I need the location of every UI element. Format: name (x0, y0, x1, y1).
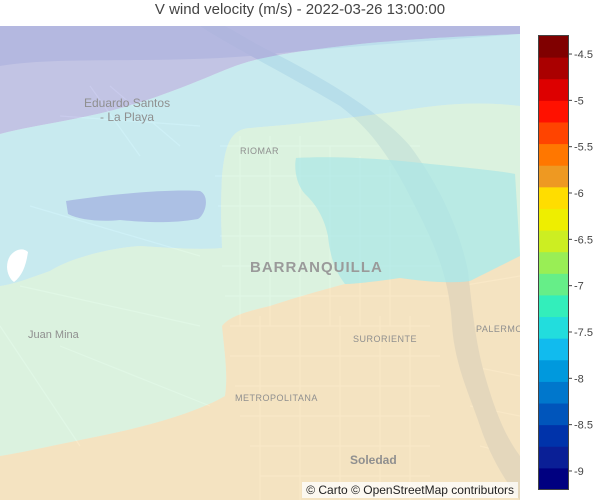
map-area[interactable]: Eduardo Santos - La Playa RIOMAR BARRANQ… (0, 26, 520, 500)
colorbar-block (538, 381, 569, 404)
contour-band-minus-8-island (66, 190, 206, 223)
colorbar-tick-label: -8.5 (574, 420, 593, 432)
no-data-patch (7, 249, 29, 282)
colorbar-tick-label: -6 (574, 188, 584, 200)
colorbar-block (538, 100, 569, 123)
colorbar-ticks: -4.5 -5 -5.5 -6 -6.5 -7 -7.5 -8 -8.5 -9 (568, 49, 593, 478)
colorbar-tick-label: -5.5 (574, 142, 593, 154)
colorbar-block (538, 251, 569, 274)
place-label-palermo: PALERMO (476, 324, 520, 334)
colorbar-block (538, 230, 569, 253)
place-label-barranquilla: BARRANQUILLA (250, 259, 383, 276)
colorbar-block (538, 78, 569, 101)
place-label-metropolitana: METROPOLITANA (235, 393, 318, 403)
colorbar-block (538, 143, 569, 166)
colorbar-block (538, 294, 569, 318)
colorbar-block (538, 467, 569, 490)
colorbar-block (538, 57, 569, 80)
carto-link[interactable]: © Carto (306, 483, 348, 497)
map-canvas[interactable] (0, 26, 520, 500)
osm-link[interactable]: OpenStreetMap (363, 483, 448, 497)
colorbar-block (538, 121, 569, 145)
map-attribution: © Carto © OpenStreetMap contributors (302, 482, 518, 498)
place-label-riomar: RIOMAR (240, 146, 279, 156)
colorbar-block (538, 165, 569, 188)
colorbar-tick-label: -5 (574, 95, 584, 107)
colorbar-tick-label: -7.5 (574, 327, 593, 339)
colorbar-block (538, 273, 569, 296)
colorbar-block (538, 424, 569, 447)
colorbar-tick-label: -4.5 (574, 49, 593, 61)
colorbar-block (538, 186, 569, 209)
contour-band-minus-7-5-east-overlay (295, 157, 520, 284)
contour-band-minus-7 (0, 103, 520, 457)
place-label-suroriente: SURORIENTE (353, 334, 418, 344)
colorbar-blocks (538, 35, 569, 490)
colorbar-block (538, 208, 569, 231)
colorbar-block (538, 446, 569, 469)
place-label-soledad: Soledad (350, 453, 397, 467)
map-title: V wind velocity (m/s) - 2022-03-26 13:00… (154, 1, 446, 18)
place-label-juan-mina: Juan Mina (28, 329, 79, 341)
place-label-eduardo-santos: Eduardo Santos - La Playa (84, 96, 171, 124)
contour-band-minus-6 (0, 256, 520, 500)
colorbar-block (538, 35, 569, 58)
colorbar: -4.5 -5 -5.5 -6 -6.5 -7 -7.5 -8 -8.5 -9 (538, 35, 593, 490)
colorbar-block (538, 403, 569, 426)
colorbar-block (538, 359, 569, 382)
colorbar-tick-label: -7 (574, 281, 584, 293)
colorbar-frame (538, 35, 569, 490)
colorbar-tick-label: -8 (574, 373, 584, 385)
contour-band-minus-8-north (0, 26, 520, 134)
colorbar-tick-label: -9 (574, 466, 584, 478)
colorbar-block (538, 316, 569, 339)
colorbar-block (538, 338, 569, 361)
colorbar-tick-label: -6.5 (574, 234, 593, 246)
contour-band-minus-7-5 (0, 34, 520, 286)
